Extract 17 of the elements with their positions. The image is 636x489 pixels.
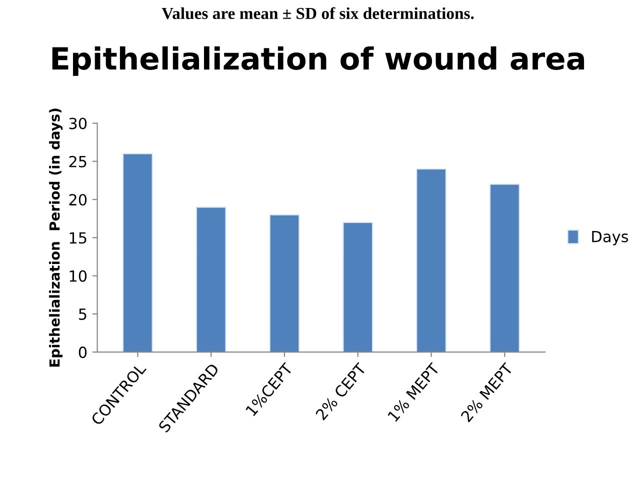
bar <box>269 214 300 352</box>
bar <box>416 168 447 352</box>
bar <box>196 206 226 352</box>
chart-title: Epithelialization of wound area <box>52 46 584 76</box>
y-tick-label: 15 <box>70 232 86 244</box>
y-tick-label: 25 <box>69 156 86 168</box>
y-tick-label: 30 <box>69 118 87 130</box>
y-tick-label: 5 <box>79 308 86 320</box>
text: Values are mean ± SD of six determinations. <box>162 7 474 20</box>
bar <box>489 184 520 352</box>
y-tick-label: 0 <box>78 346 87 358</box>
y-axis-title: Epithelialization Period (in days) <box>49 108 63 367</box>
legend-label: Days <box>592 230 628 246</box>
y-tick-label: 10 <box>70 270 87 282</box>
bar <box>122 153 153 352</box>
bar <box>342 222 374 352</box>
y-tick-label: 20 <box>69 194 87 206</box>
